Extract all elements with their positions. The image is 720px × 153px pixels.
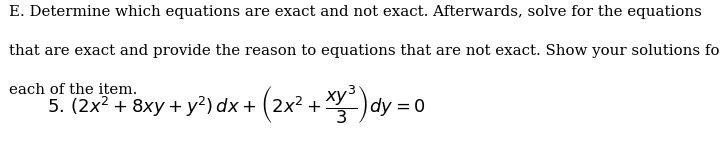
Text: E. Determine which equations are exact and not exact. Afterwards, solve for the : E. Determine which equations are exact a…	[9, 5, 701, 19]
Text: that are exact and provide the reason to equations that are not exact. Show your: that are exact and provide the reason to…	[9, 44, 720, 58]
Text: $5.\,(2x^2 + 8xy + y^2)\,dx + \left(2x^2 + \dfrac{xy^3}{3}\right)dy = 0$: $5.\,(2x^2 + 8xy + y^2)\,dx + \left(2x^2…	[47, 84, 426, 126]
Text: each of the item.: each of the item.	[9, 83, 137, 97]
